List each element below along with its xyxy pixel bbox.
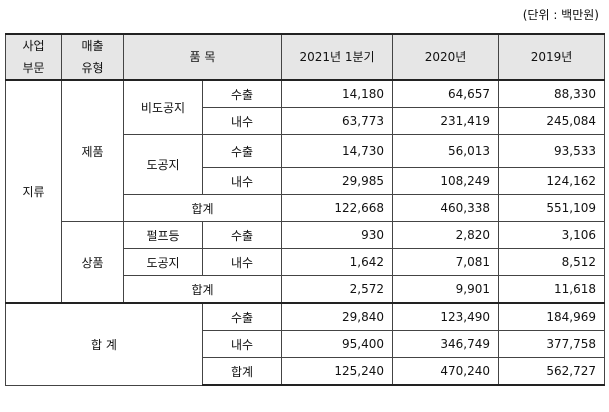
value-cell: 2,820 bbox=[392, 221, 499, 249]
table-row: 합계 2,572 9,901 11,618 bbox=[6, 275, 605, 304]
header-2019: 2019년 bbox=[498, 33, 605, 81]
item-cell: 비도공지 bbox=[123, 79, 203, 135]
label-cell: 내수 bbox=[202, 107, 282, 135]
table-row: 내수 95,400 346,749 377,758 bbox=[6, 330, 605, 358]
label-cell: 내수 bbox=[202, 330, 282, 358]
value-cell: 377,758 bbox=[498, 330, 605, 358]
subtotal-label-cell: 합계 bbox=[123, 194, 282, 222]
value-cell: 63,773 bbox=[281, 107, 393, 135]
label-cell: 내수 bbox=[202, 167, 282, 195]
table-row: 합 계 수출 29,840 123,490 184,969 bbox=[5, 302, 605, 386]
value-cell: 93,533 bbox=[498, 134, 605, 168]
grand-total-label-cell: 합 계 bbox=[5, 302, 203, 386]
segment-cell: 지류 bbox=[5, 79, 62, 304]
value-cell: 562,727 bbox=[498, 357, 605, 386]
value-cell: 551,109 bbox=[498, 194, 605, 222]
value-cell: 346,749 bbox=[392, 330, 499, 358]
item-cell: 도공지 bbox=[123, 248, 203, 276]
value-cell: 29,840 bbox=[281, 302, 393, 331]
label-cell: 수출 bbox=[202, 79, 282, 108]
value-cell: 245,084 bbox=[498, 107, 605, 135]
value-cell: 64,657 bbox=[392, 79, 499, 108]
table-row: 내수 63,773 231,419 245,084 bbox=[6, 107, 605, 135]
item-cell: 도공지 bbox=[123, 134, 203, 195]
value-cell: 460,338 bbox=[392, 194, 499, 222]
value-cell: 1,642 bbox=[281, 248, 393, 276]
value-cell: 14,730 bbox=[281, 134, 393, 168]
value-cell: 3,106 bbox=[498, 221, 605, 249]
header-row: 사업 부문 매출 유형 품 목 2021년 1분기 2020년 2019년 bbox=[5, 33, 605, 81]
table-row: 지류 제품 비도공지 수출 14,180 64,657 88,330 bbox=[5, 79, 605, 304]
header-item: 품 목 bbox=[123, 33, 282, 81]
header-2020: 2020년 bbox=[392, 33, 499, 81]
value-cell: 231,419 bbox=[392, 107, 499, 135]
table-row: 합계 125,240 470,240 562,727 bbox=[6, 357, 605, 386]
label-cell: 수출 bbox=[202, 302, 282, 331]
value-cell: 184,969 bbox=[498, 302, 605, 331]
value-cell: 122,668 bbox=[281, 194, 393, 222]
table-row: 내수 29,985 108,249 124,162 bbox=[6, 167, 605, 195]
value-cell: 9,901 bbox=[392, 275, 499, 304]
label-cell: 합계 bbox=[202, 357, 282, 386]
table-row: 합계 122,668 460,338 551,109 bbox=[6, 194, 605, 222]
value-cell: 88,330 bbox=[498, 79, 605, 108]
value-cell: 123,490 bbox=[392, 302, 499, 331]
sales-type-cell: 상품 bbox=[61, 221, 124, 304]
sales-type-cell: 제품 bbox=[61, 79, 124, 222]
header-2021q1: 2021년 1분기 bbox=[281, 33, 393, 81]
value-cell: 2,572 bbox=[281, 275, 393, 304]
header-segment: 사업 부문 bbox=[5, 33, 62, 81]
value-cell: 930 bbox=[281, 221, 393, 249]
table-row: 도공지 수출 14,730 56,013 93,533 bbox=[6, 134, 605, 195]
value-cell: 14,180 bbox=[281, 79, 393, 108]
table-row: 상품 펄프등 수출 930 2,820 3,106 bbox=[6, 221, 605, 304]
subtotal-label-cell: 합계 bbox=[123, 275, 282, 304]
item-cell: 펄프등 bbox=[123, 221, 203, 249]
sales-table: 사업 부문 매출 유형 품 목 2021년 1분기 2020년 2019년 지류 제… bbox=[5, 33, 605, 386]
value-cell: 56,013 bbox=[392, 134, 499, 168]
value-cell: 125,240 bbox=[281, 357, 393, 386]
value-cell: 95,400 bbox=[281, 330, 393, 358]
value-cell: 11,618 bbox=[498, 275, 605, 304]
label-cell: 내수 bbox=[202, 248, 282, 276]
label-cell: 수출 bbox=[202, 221, 282, 249]
table-row: 도공지 내수 1,642 7,081 8,512 bbox=[6, 248, 605, 276]
value-cell: 7,081 bbox=[392, 248, 499, 276]
value-cell: 29,985 bbox=[281, 167, 393, 195]
label-cell: 수출 bbox=[202, 134, 282, 168]
value-cell: 470,240 bbox=[392, 357, 499, 386]
value-cell: 124,162 bbox=[498, 167, 605, 195]
value-cell: 8,512 bbox=[498, 248, 605, 276]
unit-note: (단위 : 백만원) bbox=[522, 8, 599, 22]
value-cell: 108,249 bbox=[392, 167, 499, 195]
header-sales-type: 매출 유형 bbox=[61, 33, 124, 81]
